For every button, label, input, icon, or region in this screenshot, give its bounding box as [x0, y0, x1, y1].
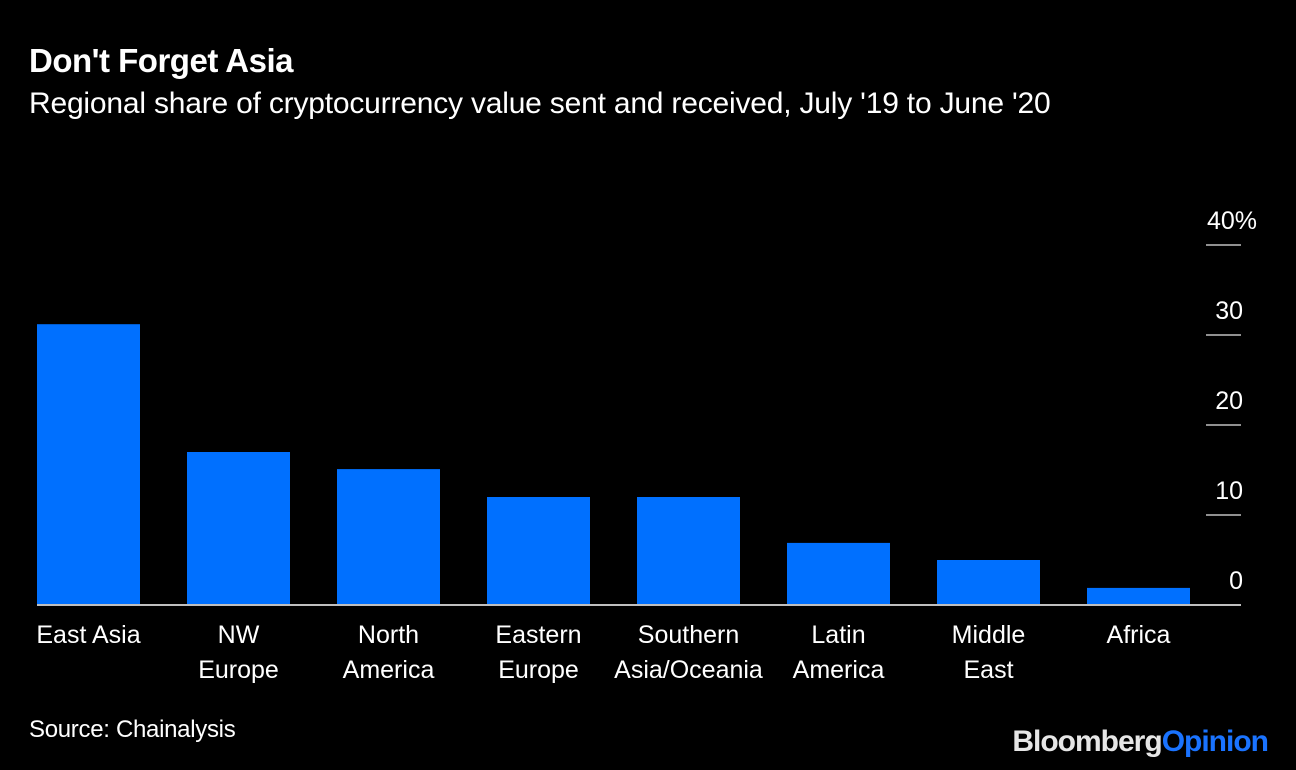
source-note: Source: Chainalysis — [29, 716, 236, 743]
x-tick-label-line: Latin — [811, 621, 865, 649]
y-tick-label: 20 — [1215, 387, 1243, 415]
chart-title: Don't Forget Asia — [29, 42, 293, 79]
y-tick-label: 30 — [1215, 297, 1243, 325]
x-tick-label-line: Eastern — [495, 621, 581, 649]
x-tick-label-line: East — [963, 656, 1013, 684]
bar — [37, 324, 140, 605]
x-tick-label-line: Africa — [1107, 621, 1171, 649]
x-tick-label: NW Europe — [198, 621, 279, 684]
x-tick-label: East Asia — [36, 621, 140, 649]
y-tick-label: 0 — [1229, 567, 1243, 595]
logo-opinion: Opinion — [1161, 725, 1269, 758]
x-tick-label-line: Asia/Oceania — [614, 656, 763, 684]
x-tick-label: Latin America — [793, 621, 885, 684]
x-tick-label-line: Europe — [498, 656, 579, 684]
x-tick-label: North America — [343, 621, 435, 684]
bar — [937, 560, 1040, 605]
y-tick-label: 40% — [1207, 207, 1257, 235]
chart-subtitle: Regional share of cryptocurrency value s… — [29, 87, 1051, 120]
bars-group — [37, 324, 1190, 605]
bar — [187, 452, 290, 605]
x-tick-label-line: Southern — [638, 621, 739, 649]
y-tick-label: 10 — [1215, 477, 1243, 505]
x-tick-label: Africa — [1107, 621, 1171, 649]
x-tick-label-line: North — [358, 621, 419, 649]
x-tick-label-line: East Asia — [36, 621, 140, 649]
x-tick-label: Middle East — [952, 621, 1026, 684]
bar — [337, 469, 440, 605]
x-tick-label-line: Middle — [952, 621, 1026, 649]
x-axis-labels: East Asia NW Europe North America Eastern Euro… — [36, 621, 1170, 684]
y-axis: 0 10 20 30 40% — [1206, 207, 1257, 595]
x-tick-label-line: NW — [218, 621, 260, 649]
x-tick-label-line: Europe — [198, 656, 279, 684]
x-tick-label: Southern Asia/Oceania — [614, 621, 763, 684]
bar — [637, 497, 740, 605]
bloomberg-opinion-logo: BloombergOpinion — [1012, 725, 1269, 759]
x-tick-label: Eastern Europe — [495, 621, 581, 684]
x-tick-label-line: America — [793, 656, 885, 684]
x-tick-label-line: America — [343, 656, 435, 684]
bar — [487, 497, 590, 605]
logo-bloomberg: Bloomberg — [1012, 725, 1162, 758]
bar — [1087, 587, 1190, 605]
bar — [787, 542, 890, 605]
